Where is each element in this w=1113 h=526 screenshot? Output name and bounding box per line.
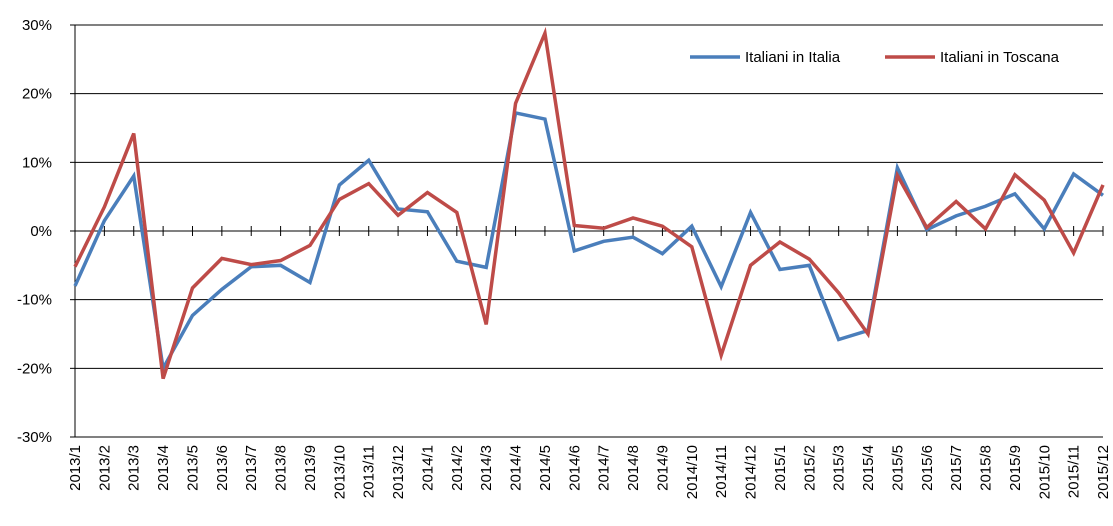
x-tick-label: 2014/1 [419, 445, 436, 491]
x-tick-label: 2015/5 [889, 445, 906, 491]
x-tick-label: 2013/11 [361, 445, 378, 498]
x-tick-label: 2015/2 [801, 445, 818, 491]
x-tick-label: 2015/1 [772, 445, 789, 491]
legend-label: Italiani in Italia [745, 49, 841, 66]
x-tick-label: 2015/10 [1036, 445, 1053, 499]
x-tick-label: 2013/10 [331, 445, 348, 499]
x-tick-label: 2015/7 [948, 445, 965, 491]
x-tick-label: 2014/2 [449, 445, 466, 491]
series-line [73, 110, 1105, 374]
x-tick-label: 2014/6 [566, 445, 583, 491]
x-tick-label: 2013/2 [96, 445, 113, 491]
x-tick-label: 2013/4 [155, 445, 172, 491]
x-tick-label: 2014/10 [684, 445, 701, 499]
x-tick-label: 2013/3 [126, 445, 143, 491]
x-tick-label: 2014/11 [713, 445, 730, 498]
x-tick-label: 2014/9 [654, 445, 671, 491]
x-tick-label: 2013/5 [184, 445, 201, 491]
x-tick-label: 2014/12 [743, 445, 760, 499]
x-tick-label: 2013/8 [273, 445, 290, 491]
x-tick-label: 2013/6 [214, 445, 231, 491]
x-tick-label: 2013/12 [390, 445, 407, 499]
series-line [73, 26, 1105, 380]
y-tick-label: 10% [22, 154, 52, 171]
x-tick-label: 2015/3 [831, 445, 848, 491]
y-tick-label: 30% [22, 17, 52, 34]
x-tick-label: 2014/5 [537, 445, 554, 491]
x-tick-label: 2015/8 [978, 445, 995, 491]
y-tick-label: 20% [22, 86, 52, 103]
x-tick-label: 2014/4 [508, 445, 525, 491]
y-tick-label: -20% [17, 360, 52, 377]
x-tick-label: 2015/6 [919, 445, 936, 491]
y-tick-label: -30% [17, 429, 52, 446]
x-tick-label: 2014/8 [625, 445, 642, 491]
y-tick-label: 0% [30, 223, 52, 240]
x-tick-label: 2015/4 [860, 445, 877, 491]
x-tick-label: 2013/7 [243, 445, 260, 491]
x-tick-label: 2015/9 [1007, 445, 1024, 491]
x-tick-label: 2014/3 [478, 445, 495, 491]
legend-label: Italiani in Toscana [940, 49, 1060, 66]
y-tick-label: -10% [17, 292, 52, 309]
x-tick-label: 2015/11 [1066, 445, 1083, 498]
x-tick-label: 2014/7 [596, 445, 613, 491]
x-tick-label: 2013/1 [67, 445, 84, 491]
x-tick-label: 2015/12 [1095, 445, 1112, 499]
x-tick-label: 2013/9 [302, 445, 319, 491]
